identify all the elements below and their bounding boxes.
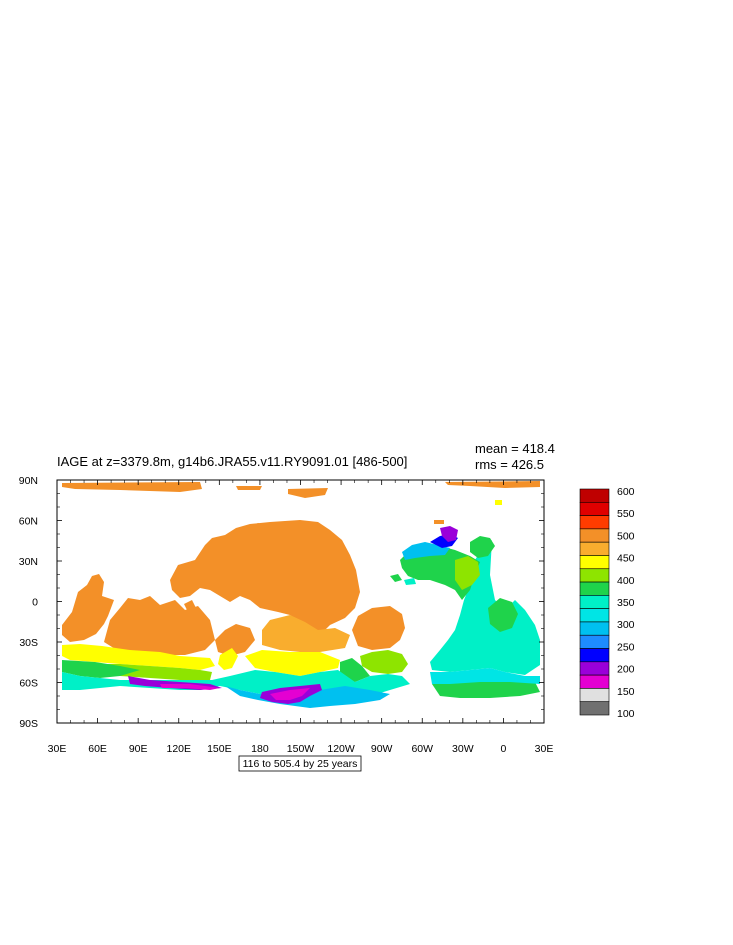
field-atlantic-east-green bbox=[488, 598, 518, 632]
y-tick-label: 60N bbox=[19, 516, 38, 528]
x-tick-label: 60E bbox=[88, 743, 107, 755]
colorbar-label: 250 bbox=[617, 641, 635, 653]
field-pacific bbox=[170, 520, 360, 635]
colorbar-swatch bbox=[579, 688, 610, 703]
colorbar-swatch bbox=[579, 595, 610, 609]
x-tick-label: 30E bbox=[48, 743, 67, 755]
field-arctic-small bbox=[236, 486, 262, 490]
field-indian-west bbox=[62, 574, 114, 642]
colorbar-swatch bbox=[579, 488, 610, 503]
x-axis: 30E 60E 90E 120E 150E 180 150W 120W 90W 60W 30W 0 30… bbox=[48, 480, 554, 755]
field-arctic-east bbox=[445, 481, 540, 488]
y-tick-label: 30S bbox=[19, 637, 38, 649]
field-east-pacific-green bbox=[340, 658, 370, 682]
field-atlantic-south-cyan bbox=[430, 668, 540, 684]
x-tick-label: 90E bbox=[129, 743, 148, 755]
map-title: IAGE at z=3379.8m, g14b6.JRA55.v11.RY909… bbox=[57, 454, 407, 469]
field-atlantic-purple bbox=[440, 526, 458, 542]
colorbar-label: 550 bbox=[617, 508, 635, 520]
field-carib-bits bbox=[390, 574, 402, 582]
mean-stat: mean = 418.4 bbox=[475, 441, 555, 456]
x-tick-label: 150E bbox=[207, 743, 232, 755]
field-east-pacific-lime bbox=[360, 650, 408, 674]
y-tick-label: 30N bbox=[19, 556, 38, 568]
contour-info-box bbox=[238, 755, 362, 772]
colorbar-label: 200 bbox=[617, 664, 635, 676]
colorbar-swatch bbox=[579, 701, 610, 716]
field-east-pacific bbox=[352, 606, 405, 650]
field-pacific-bit-2 bbox=[184, 600, 196, 612]
field-greenland-bit bbox=[434, 520, 444, 524]
colorbar: 600 550 500 450 400 350 300 250 200 150 100 bbox=[579, 486, 635, 720]
colorbar-label: 450 bbox=[617, 553, 635, 565]
colorbar-swatch bbox=[579, 501, 610, 516]
colorbar-swatch bbox=[579, 621, 610, 636]
field-south-pacific-light bbox=[262, 615, 350, 652]
colorbar-swatch bbox=[579, 674, 610, 689]
field-southern-yellow-east bbox=[245, 650, 340, 676]
field-arctic-mid bbox=[288, 488, 328, 498]
field-arctic-west bbox=[62, 482, 202, 492]
x-tick-label: 90W bbox=[371, 743, 393, 755]
x-tick-label: 150W bbox=[287, 743, 315, 755]
field-med-bit bbox=[495, 500, 502, 505]
contour-info: 116 to 505.4 by 25 years bbox=[243, 758, 358, 770]
field-atlantic-turquoise bbox=[430, 540, 540, 675]
field-atlantic-lime bbox=[455, 556, 480, 590]
field-carib-bits-2 bbox=[404, 578, 416, 585]
colorbar-swatch bbox=[579, 608, 610, 623]
colorbar-label: 150 bbox=[617, 686, 635, 698]
rms-stat: rms = 426.5 bbox=[475, 457, 544, 472]
field-southern-green bbox=[62, 660, 140, 678]
x-tick-label: 120E bbox=[166, 743, 191, 755]
field-yellow-tasman bbox=[218, 648, 238, 670]
colorbar-label: 600 bbox=[617, 486, 635, 498]
field-pacific-bit-1 bbox=[248, 523, 266, 532]
y-tick-label: 0 bbox=[32, 597, 38, 609]
colorbar-swatch bbox=[579, 661, 610, 676]
y-axis: 90N 60N 30N 0 30S 60S 90S bbox=[19, 475, 544, 730]
colorbar-label: 300 bbox=[617, 619, 635, 631]
colorbar-swatch bbox=[579, 634, 610, 649]
x-tick-label: 30E bbox=[535, 743, 554, 755]
colorbar-swatch bbox=[579, 581, 610, 596]
field-atlantic-south-green bbox=[432, 680, 540, 698]
y-tick-label: 60S bbox=[19, 678, 38, 690]
field-sw-pacific bbox=[215, 624, 255, 656]
field-indian-east bbox=[104, 596, 215, 655]
ocean-field bbox=[62, 481, 540, 708]
field-atlantic-sky bbox=[402, 542, 450, 560]
colorbar-label: 100 bbox=[617, 708, 635, 720]
colorbar-swatch bbox=[579, 528, 610, 543]
x-tick-label: 60W bbox=[411, 743, 433, 755]
y-tick-label: 90N bbox=[19, 475, 38, 487]
colorbar-swatch bbox=[579, 515, 610, 530]
field-southern-magenta-ross bbox=[270, 688, 310, 700]
field-southern-magenta-west bbox=[160, 684, 220, 690]
colorbar-label: 400 bbox=[617, 575, 635, 587]
colorbar-swatch bbox=[579, 541, 610, 556]
field-southern-yellow-west bbox=[62, 644, 215, 670]
colorbar-swatch bbox=[579, 648, 610, 663]
colorbar-swatch bbox=[579, 555, 610, 570]
x-tick-label: 30W bbox=[452, 743, 474, 755]
field-atlantic-north-green bbox=[470, 536, 495, 558]
colorbar-label: 350 bbox=[617, 597, 635, 609]
colorbar-label: 500 bbox=[617, 530, 635, 542]
colorbar-swatch bbox=[579, 568, 610, 583]
x-tick-label: 120W bbox=[327, 743, 355, 755]
y-tick-label: 90S bbox=[19, 718, 38, 730]
x-tick-label: 180 bbox=[251, 743, 269, 755]
x-tick-label: 0 bbox=[500, 743, 506, 755]
